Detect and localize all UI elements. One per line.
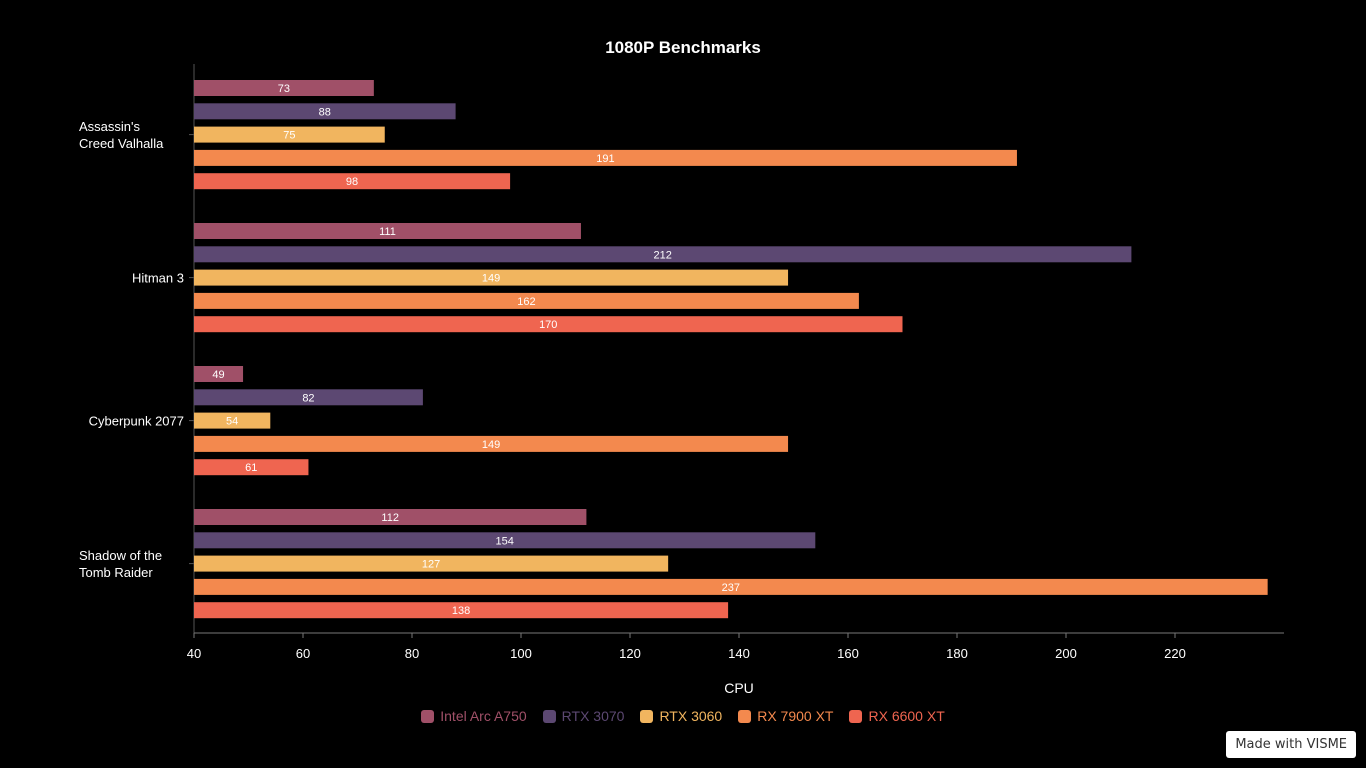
data-label: 61 xyxy=(245,462,257,474)
legend-label: RX 7900 XT xyxy=(757,708,834,724)
legend-item[interactable]: RX 7900 XT xyxy=(738,708,833,724)
data-label: 149 xyxy=(482,273,500,285)
bar xyxy=(194,389,423,406)
visme-watermark[interactable]: Made with VISME xyxy=(1226,731,1356,758)
bar xyxy=(194,509,587,525)
bar xyxy=(194,412,271,429)
legend-swatch xyxy=(542,709,556,723)
bar xyxy=(194,602,729,619)
bar xyxy=(194,366,244,382)
data-label: 237 xyxy=(722,582,740,594)
bar xyxy=(194,103,456,120)
legend-label: Intel Arc A750 xyxy=(440,708,527,724)
category-label: Shadow of the xyxy=(79,548,162,563)
legend-item[interactable]: RTX 3070 xyxy=(542,708,625,724)
bar xyxy=(194,246,1132,263)
legend-swatch xyxy=(849,709,863,723)
data-label: 138 xyxy=(452,605,470,617)
data-label: 88 xyxy=(319,106,331,118)
legend-swatch xyxy=(738,709,752,723)
data-label: 154 xyxy=(495,535,513,547)
data-label: 75 xyxy=(283,130,295,142)
data-label: 111 xyxy=(379,226,396,238)
x-tick-label: 120 xyxy=(619,646,641,661)
data-label: 149 xyxy=(482,439,500,451)
data-label: 212 xyxy=(654,249,672,261)
category-label: Creed Valhalla xyxy=(79,136,164,151)
bar xyxy=(194,292,859,309)
x-tick-label: 80 xyxy=(405,646,419,661)
chart-title: 1080P Benchmarks xyxy=(605,38,761,57)
data-label: 162 xyxy=(517,296,535,308)
legend-label: RX 6600 XT xyxy=(868,708,945,724)
x-tick-label: 60 xyxy=(296,646,310,661)
bar xyxy=(194,459,309,476)
data-label: 49 xyxy=(212,369,224,381)
chart-legend: Intel Arc A750 RTX 3070 RTX 3060 RX 7900 XT… xyxy=(0,708,1366,724)
bar xyxy=(194,435,789,452)
category-label: Assassin's xyxy=(79,119,141,134)
legend-item[interactable]: Intel Arc A750 xyxy=(421,708,527,724)
legend-item[interactable]: RTX 3060 xyxy=(640,708,722,724)
bar xyxy=(194,149,1017,166)
x-tick-label: 220 xyxy=(1164,646,1186,661)
legend-swatch xyxy=(640,709,654,723)
bar xyxy=(194,223,581,239)
data-label: 98 xyxy=(346,176,358,188)
x-tick-label: 180 xyxy=(946,646,968,661)
x-tick-label: 160 xyxy=(837,646,859,661)
category-label: Hitman 3 xyxy=(132,271,184,286)
legend-item[interactable]: RX 6600 XT xyxy=(849,708,945,724)
x-tick-label: 100 xyxy=(510,646,532,661)
data-label: 112 xyxy=(381,512,399,524)
data-label: 54 xyxy=(226,416,238,428)
category-label: Cyberpunk 2077 xyxy=(89,414,184,429)
data-label: 170 xyxy=(539,319,557,331)
bar xyxy=(194,173,511,190)
legend-swatch xyxy=(421,709,435,723)
bar xyxy=(194,532,816,549)
bar xyxy=(194,80,374,96)
bar xyxy=(194,316,903,333)
data-label: 73 xyxy=(278,83,290,95)
x-tick-label: 200 xyxy=(1055,646,1077,661)
data-label: 191 xyxy=(596,153,614,165)
legend-label: RTX 3060 xyxy=(659,708,723,724)
data-label: 82 xyxy=(302,392,314,404)
bar xyxy=(194,126,385,143)
x-tick-label: 40 xyxy=(187,646,201,661)
category-label: Tomb Raider xyxy=(79,565,153,580)
x-axis-label: CPU xyxy=(724,680,754,696)
x-tick-label: 140 xyxy=(728,646,750,661)
bar xyxy=(194,269,789,286)
data-label: 127 xyxy=(422,559,440,571)
bar xyxy=(194,578,1268,595)
bar xyxy=(194,555,669,572)
legend-label: RTX 3070 xyxy=(561,708,625,724)
